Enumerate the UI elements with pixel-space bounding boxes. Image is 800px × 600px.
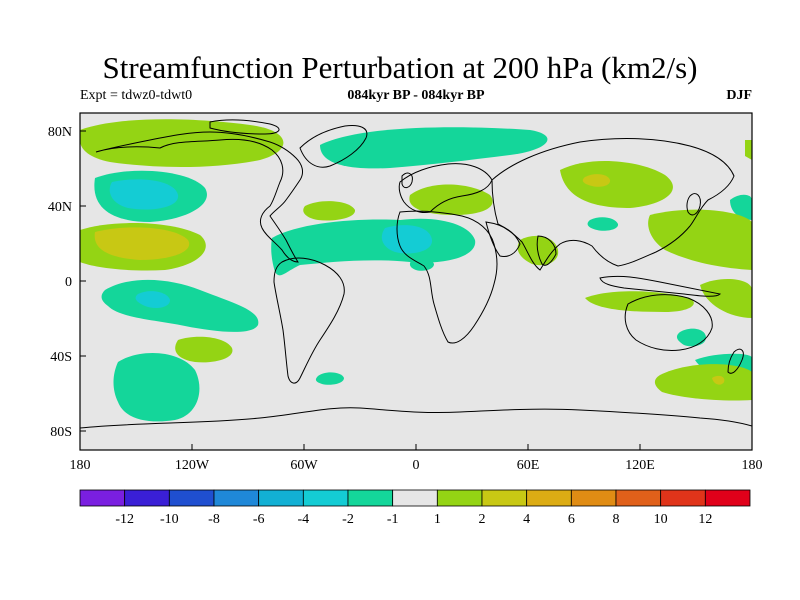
contour-region <box>175 336 233 363</box>
x-tick-label: 120E <box>625 458 655 473</box>
contour-region <box>113 352 200 422</box>
coastline-antarctica <box>80 407 752 429</box>
colorbar-swatch <box>436 489 483 507</box>
colorbar-label: -2 <box>342 512 354 527</box>
colorbar-label: 10 <box>654 512 668 527</box>
colorbar-swatch <box>615 489 662 507</box>
contour-region <box>80 119 284 167</box>
colorbar-label: -6 <box>253 512 265 527</box>
x-tick-label: 120W <box>175 458 210 473</box>
contour-region <box>700 278 752 318</box>
contour-region <box>587 217 619 231</box>
colorbar-swatch <box>213 489 260 507</box>
contour-fill-layer <box>80 119 752 422</box>
coastline-asia <box>491 138 735 271</box>
colorbar-swatch <box>392 489 438 507</box>
longitude-axis: 180 120W 60W 0 60E 120E 180 <box>70 444 763 473</box>
colorbar: -12 -10 -8 -6 -4 -2 -1 1 2 4 6 8 10 12 <box>79 489 751 527</box>
colorbar-label: 8 <box>613 512 620 527</box>
colorbar-swatch <box>481 489 528 507</box>
contour-region <box>135 291 170 308</box>
coastline-arctic-islands <box>209 119 280 135</box>
colorbar-swatch <box>704 489 751 507</box>
contour-region <box>582 174 611 187</box>
x-tick-label: 180 <box>742 458 763 473</box>
contour-region <box>409 184 493 215</box>
colorbar-swatch <box>570 489 617 507</box>
colorbar-label: 2 <box>479 512 486 527</box>
colorbar-swatch <box>347 489 394 507</box>
contour-region <box>560 160 673 208</box>
coastline-australia <box>624 294 713 351</box>
coastline-new-zealand <box>727 348 744 374</box>
contour-region <box>320 127 548 169</box>
x-tick-label: 0 <box>413 458 420 473</box>
contour-region <box>730 194 752 220</box>
contour-region <box>712 375 725 385</box>
colorbar-swatch <box>660 489 706 507</box>
x-tick-label: 60E <box>517 458 540 473</box>
contour-region <box>648 209 752 270</box>
colorbar-label: -8 <box>208 512 220 527</box>
contour-region <box>315 372 344 385</box>
colorbar-swatch <box>526 489 572 507</box>
coastline-greenland <box>299 125 368 168</box>
coastlines <box>80 119 752 429</box>
season-label: DJF <box>726 88 752 103</box>
x-tick-label: 180 <box>70 458 91 473</box>
coastline-indonesia <box>599 275 722 297</box>
y-tick-label: 40S <box>50 350 72 365</box>
y-tick-label: 80N <box>48 125 72 140</box>
period-subtitle: 084kyr BP - 084kyr BP <box>347 88 485 103</box>
contour-region <box>745 140 752 160</box>
contour-region <box>654 364 752 401</box>
colorbar-label: 6 <box>568 512 575 527</box>
colorbar-label: -4 <box>297 512 309 527</box>
colorbar-label: 4 <box>523 512 530 527</box>
contour-region <box>585 291 694 312</box>
colorbar-swatch <box>168 489 215 507</box>
colorbar-swatch <box>79 489 126 507</box>
coastline-uk <box>401 172 413 189</box>
coastline-japan <box>686 193 701 216</box>
colorbar-label: -1 <box>387 512 399 527</box>
x-tick-label: 60W <box>290 458 318 473</box>
colorbar-label: -12 <box>115 512 134 527</box>
coastline-india <box>536 235 557 266</box>
coastline-north-america <box>95 131 304 263</box>
coastline-africa <box>396 210 498 344</box>
plot-title: Streamfunction Perturbation at 200 hPa (… <box>102 50 698 85</box>
contour-region <box>94 227 190 260</box>
contour-region <box>109 179 179 210</box>
y-tick-label: 0 <box>65 275 72 290</box>
colorbar-label: 1 <box>434 512 441 527</box>
coastline-europe <box>398 163 493 213</box>
colorbar-label: -10 <box>160 512 179 527</box>
y-tick-label: 80S <box>50 425 72 440</box>
contour-region <box>381 225 433 254</box>
coastline-south-america <box>273 257 345 384</box>
experiment-label: Expt = tdwz0-tdwt0 <box>80 88 193 103</box>
colorbar-swatch <box>258 489 304 507</box>
contour-region <box>676 328 706 347</box>
colorbar-swatch <box>302 489 349 507</box>
y-tick-label: 40N <box>48 200 72 215</box>
colorbar-swatch <box>124 489 170 507</box>
coastline-arabia <box>485 221 521 257</box>
latitude-axis: 80N 40N 0 40S 80S <box>48 125 86 440</box>
contour-region <box>303 201 356 221</box>
colorbar-label: 12 <box>698 512 712 527</box>
